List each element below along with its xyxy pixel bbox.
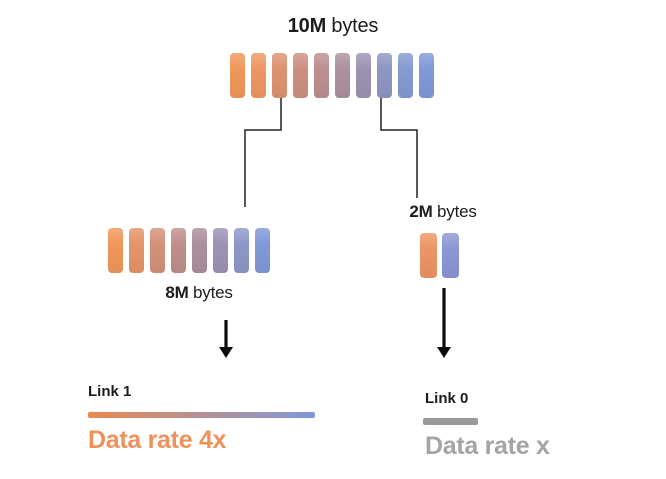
data-block xyxy=(272,53,287,98)
right-branch-block-row xyxy=(420,233,459,278)
data-block xyxy=(108,228,123,273)
source-bytes-unit: bytes xyxy=(326,15,379,37)
source-bytes-amount: 10M xyxy=(287,15,327,37)
connector-left-elbow xyxy=(244,98,282,207)
link1-label: Link 1 xyxy=(88,383,132,400)
source-block-row xyxy=(230,53,434,98)
link1-data-rate-label: Data rate 4x xyxy=(88,426,227,454)
link0-label: Link 0 xyxy=(425,390,469,407)
right-branch-bytes-amount: 2M xyxy=(409,202,433,221)
data-block xyxy=(335,53,350,98)
right-branch-bytes-label: 2M bytes xyxy=(383,202,503,222)
link0-data-rate-label: Data rate x xyxy=(425,432,550,460)
source-bytes-label: 10M bytes xyxy=(233,15,433,38)
data-block xyxy=(171,228,186,273)
left-branch-bytes-amount: 8M xyxy=(165,283,189,302)
data-block xyxy=(150,228,165,273)
data-block xyxy=(293,53,308,98)
data-block xyxy=(356,53,371,98)
data-block xyxy=(213,228,228,273)
connector-right-elbow xyxy=(380,98,418,198)
data-block xyxy=(234,228,249,273)
arrow-down-left xyxy=(219,320,233,358)
data-block xyxy=(420,233,437,278)
left-branch-bytes-unit: bytes xyxy=(188,283,233,302)
link0-line xyxy=(423,418,478,425)
arrow-down-right xyxy=(437,288,451,358)
link1-gradient-line xyxy=(88,412,315,418)
data-block xyxy=(377,53,392,98)
left-branch-bytes-label: 8M bytes xyxy=(118,283,280,303)
data-block xyxy=(192,228,207,273)
data-block xyxy=(314,53,329,98)
left-branch-block-row xyxy=(108,228,270,273)
data-block xyxy=(255,228,270,273)
data-block xyxy=(251,53,266,98)
right-branch-bytes-unit: bytes xyxy=(432,202,477,221)
data-block xyxy=(398,53,413,98)
data-block xyxy=(230,53,245,98)
data-block xyxy=(419,53,434,98)
data-block xyxy=(442,233,459,278)
data-block xyxy=(129,228,144,273)
